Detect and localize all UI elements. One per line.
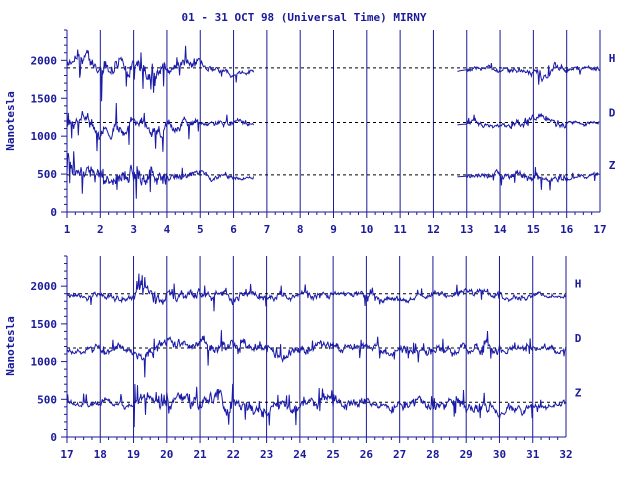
series-label-z: Z <box>575 386 582 399</box>
x-tick-label: 31 <box>526 448 540 461</box>
y-axis-label: Nanotesla <box>4 91 17 151</box>
x-tick-label: 32 <box>559 448 572 461</box>
x-tick-label: 12 <box>427 223 440 236</box>
y-axis-label: Nanotesla <box>4 316 17 376</box>
x-tick-label: 7 <box>264 223 271 236</box>
x-tick-label: 13 <box>460 223 473 236</box>
series-trace-d <box>457 112 600 130</box>
series-trace-h <box>66 45 254 102</box>
x-tick-label: 8 <box>297 223 304 236</box>
series-trace-z <box>457 166 600 191</box>
x-tick-label: 9 <box>330 223 337 236</box>
x-tick-label: 28 <box>426 448 439 461</box>
x-tick-label: 17 <box>60 448 73 461</box>
y-tick-label: 0 <box>50 431 57 444</box>
series-label-h: H <box>609 52 616 65</box>
x-tick-label: 22 <box>227 448 240 461</box>
y-tick-label: 1500 <box>31 318 58 331</box>
y-tick-label: 1000 <box>31 356 58 369</box>
x-tick-label: 20 <box>160 448 173 461</box>
x-tick-label: 1 <box>64 223 71 236</box>
series-trace-z <box>66 151 254 199</box>
y-tick-label: 0 <box>50 206 57 219</box>
x-tick-label: 30 <box>493 448 506 461</box>
y-tick-label: 500 <box>37 168 57 181</box>
y-tick-label: 2000 <box>31 54 58 67</box>
x-tick-label: 27 <box>393 448 406 461</box>
series-trace-d <box>66 102 254 152</box>
x-tick-label: 11 <box>394 223 408 236</box>
bottom-panel: 0 500 1000 1500 2000 17 18 19 20 21 22 23 24 25 26 27 28… <box>4 255 582 461</box>
x-tick-label: 6 <box>230 223 237 236</box>
x-tick-label: 23 <box>260 448 273 461</box>
series-label-z: Z <box>609 159 616 172</box>
x-tick-label: 10 <box>360 223 373 236</box>
series-trace-d <box>66 330 566 378</box>
x-tick-label: 21 <box>193 448 207 461</box>
x-tick-label: 29 <box>460 448 473 461</box>
series-label-d: D <box>609 107 616 120</box>
x-tick-label: 19 <box>127 448 140 461</box>
y-tick-label: 500 <box>37 393 57 406</box>
x-tick-label: 24 <box>293 448 307 461</box>
x-tick-label: 26 <box>360 448 374 461</box>
x-tick-label: 16 <box>560 223 574 236</box>
series-trace-h <box>66 273 566 312</box>
x-tick-label: 15 <box>527 223 540 236</box>
y-tick-label: 1500 <box>31 92 58 105</box>
x-tick-label: 18 <box>94 448 107 461</box>
x-tick-label: 17 <box>593 223 606 236</box>
x-tick-label: 2 <box>97 223 104 236</box>
series-label-h: H <box>575 278 582 291</box>
x-tick-label: 4 <box>164 223 171 236</box>
y-tick-label: 2000 <box>31 280 58 293</box>
y-tick-label: 1000 <box>31 130 58 143</box>
x-tick-label: 25 <box>327 448 340 461</box>
chart-title: 01 - 31 OCT 98 (Universal Time) MIRNY <box>181 11 426 24</box>
x-tick-label: 3 <box>130 223 137 236</box>
series-label-d: D <box>575 332 582 345</box>
series-trace-h <box>457 61 600 85</box>
x-tick-label: 5 <box>197 223 204 236</box>
x-tick-label: 14 <box>493 223 507 236</box>
series-trace-z <box>66 383 566 428</box>
